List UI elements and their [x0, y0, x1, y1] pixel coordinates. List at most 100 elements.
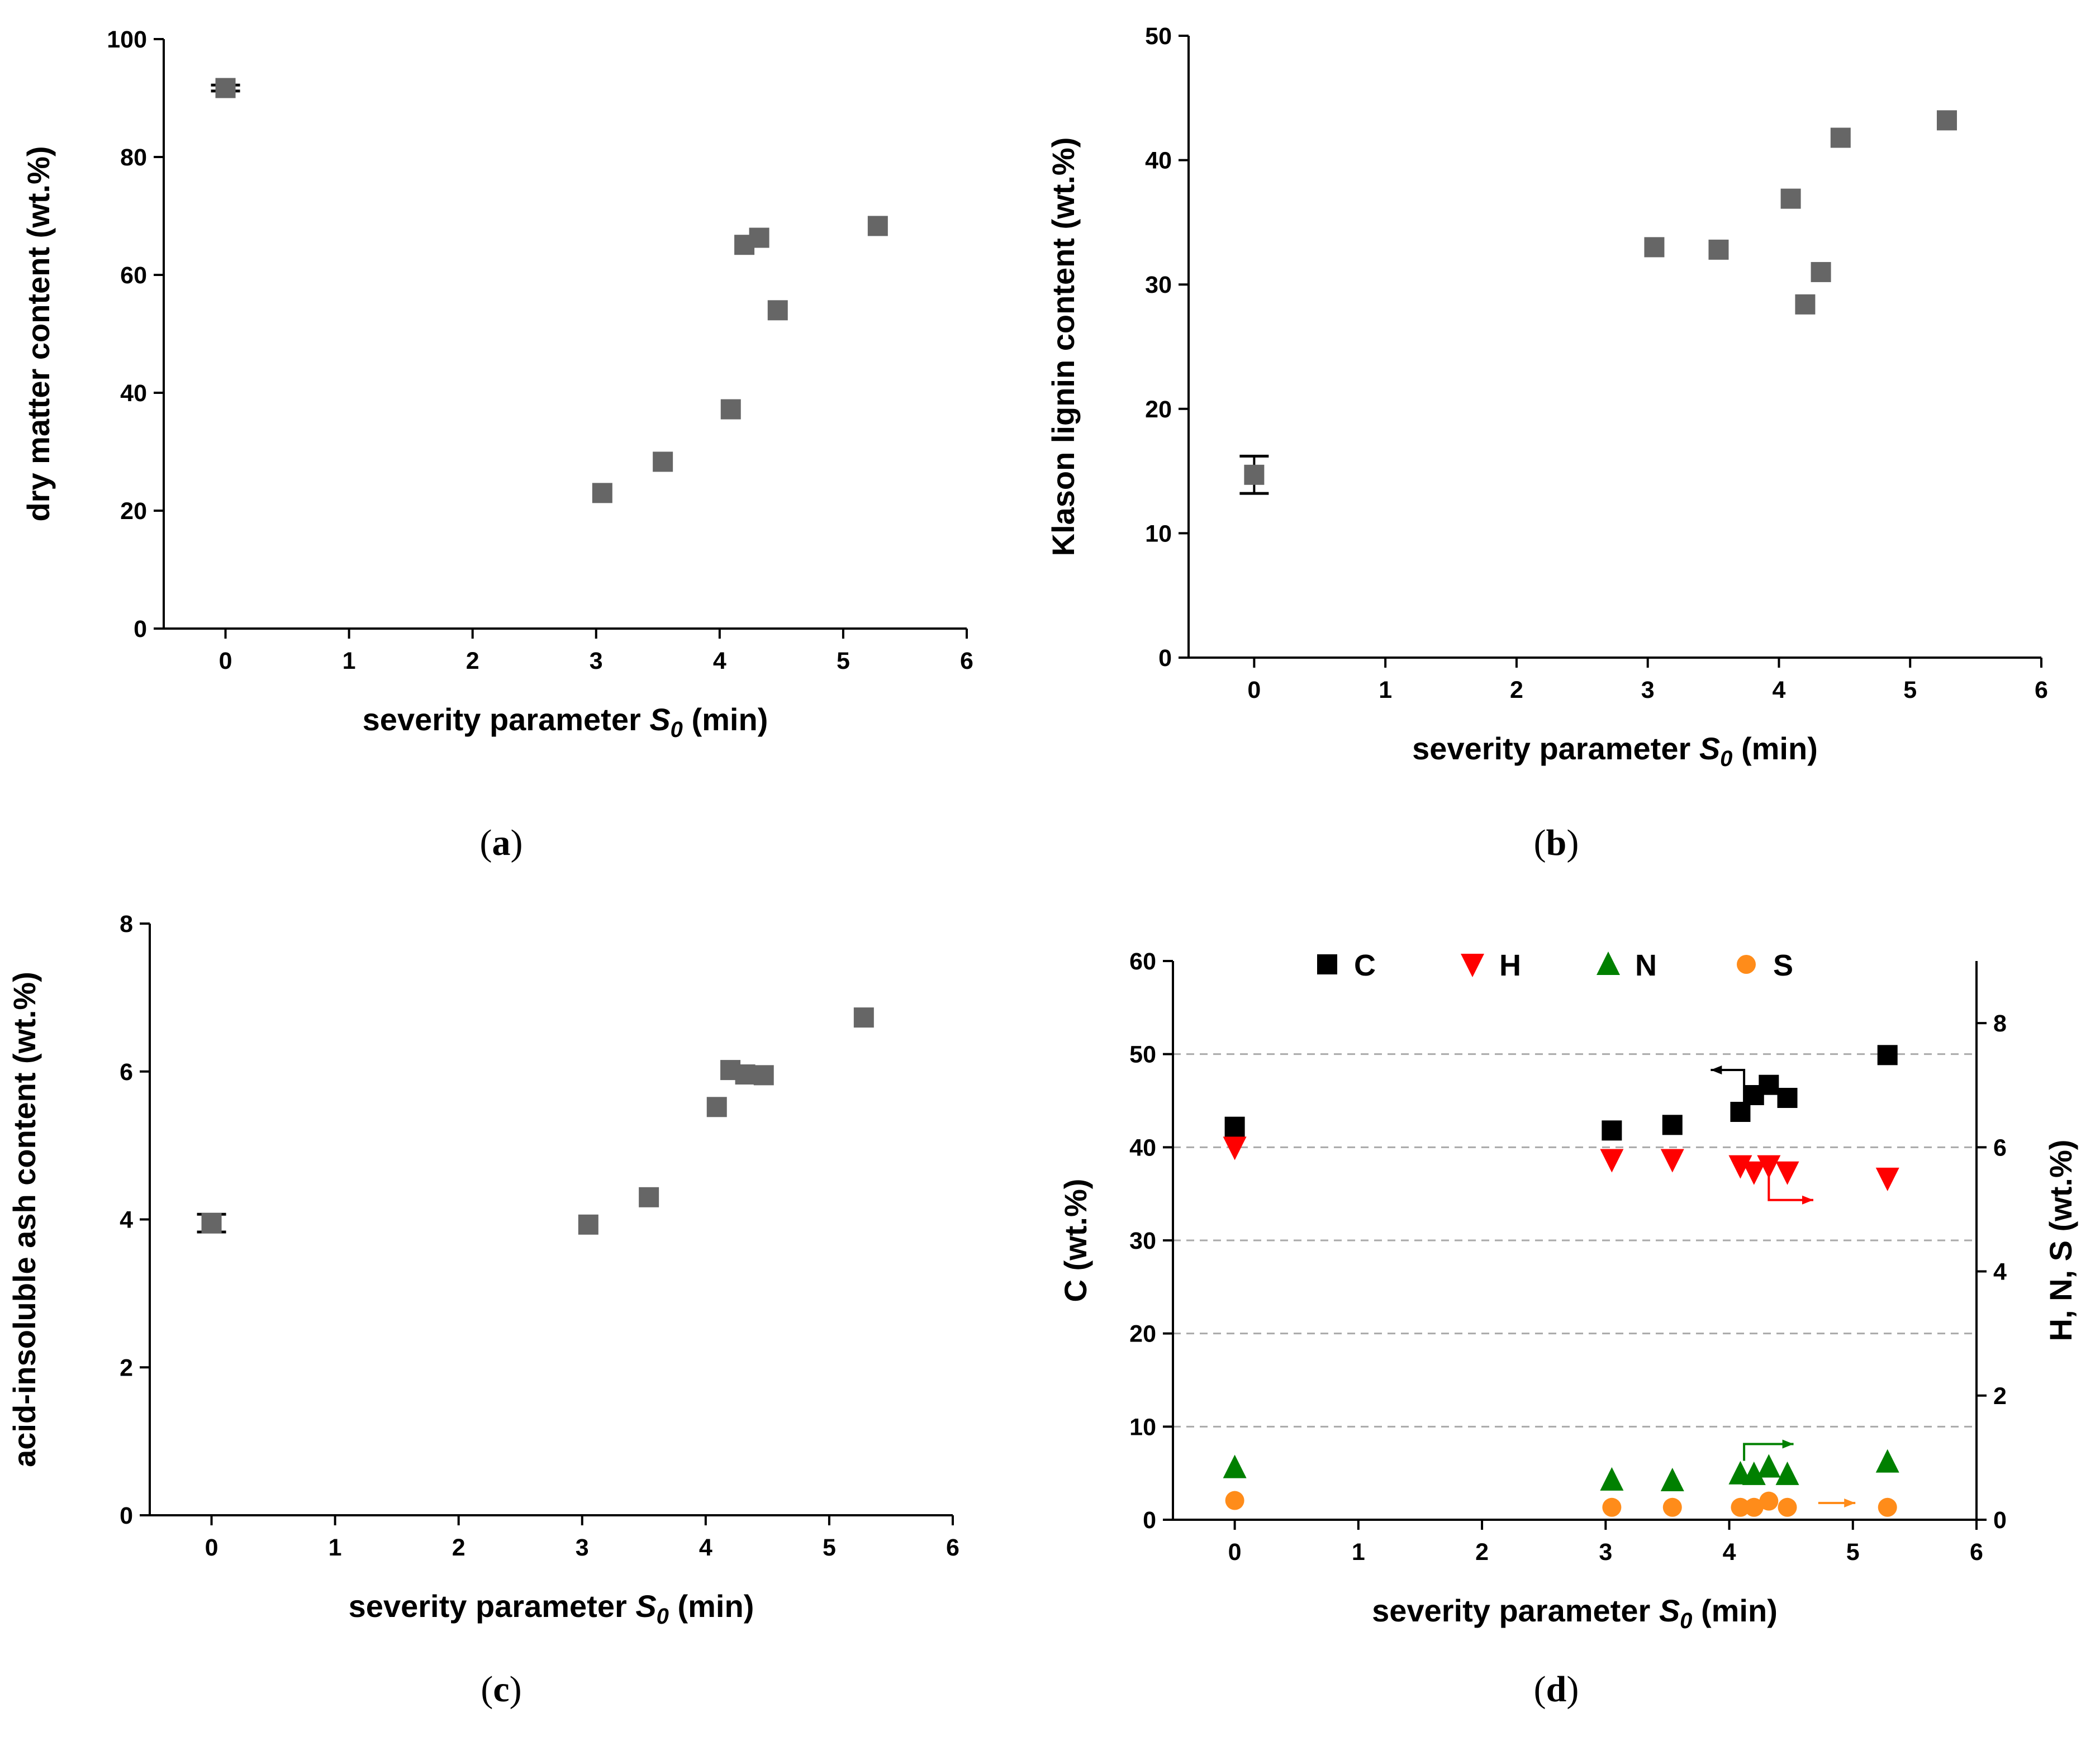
x-axis-title-unit: (min) [683, 702, 768, 737]
panel-label-letter: b [1546, 822, 1567, 863]
panel-label: (c) [481, 1669, 521, 1710]
data-point-point [1708, 239, 1729, 260]
x-tick-label: 5 [837, 648, 850, 674]
data-point-point [592, 483, 612, 503]
panel-label: (d) [1534, 1669, 1579, 1710]
y-tick-label: 4 [120, 1207, 133, 1234]
x-tick-label: 6 [960, 648, 973, 674]
y-tick-label: 80 [120, 144, 147, 171]
data-point-point [653, 451, 673, 472]
x-tick-label: 4 [713, 648, 726, 674]
data-point-S [1731, 1497, 1750, 1517]
y-tick-label: 8 [120, 911, 133, 938]
y-right-tick-label: 8 [1993, 1010, 2007, 1037]
panel-label-close: ) [511, 822, 523, 863]
x-tick-label: 0 [219, 648, 232, 674]
data-point-point [1811, 261, 1831, 282]
data-point-H [1757, 1155, 1781, 1179]
legend-label-C: C [1354, 949, 1376, 982]
y-tick-label: 100 [107, 26, 147, 53]
data-point-point [578, 1214, 598, 1235]
arrow-h-right-axis [1768, 1172, 1813, 1201]
x-tick-label: 1 [1352, 1539, 1365, 1566]
x-axis-title-unit: (min) [669, 1588, 754, 1624]
x-axis-title: severity parameter S0 (min) [1372, 1593, 1778, 1633]
x-tick-label: 0 [1228, 1539, 1242, 1566]
panel-label-close: ) [1566, 1669, 1579, 1710]
x-tick-label: 6 [946, 1534, 959, 1561]
legend-label-H: H [1499, 949, 1521, 982]
x-axis-title: severity parameter S0 (min) [1412, 731, 1818, 771]
data-point-point [706, 1097, 727, 1117]
y-tick-label: 0 [1143, 1507, 1156, 1534]
data-point-point [753, 1065, 774, 1086]
data-point-H [1600, 1149, 1624, 1173]
data-point-H [1660, 1149, 1684, 1173]
data-point-N [1223, 1454, 1247, 1478]
arrow-c-left-axis [1711, 1069, 1746, 1106]
y-axis-title: acid-insoluble ash content (wt.%) [7, 972, 42, 1467]
x-tick-label: 2 [466, 648, 479, 674]
x-axis-title-subscript: 0 [657, 1604, 669, 1629]
data-point-S [1778, 1497, 1797, 1517]
data-point-S [1602, 1497, 1622, 1517]
data-point-H [1775, 1161, 1799, 1185]
data-point-C [1877, 1045, 1898, 1065]
panel-label-close: ) [1566, 822, 1579, 863]
x-axis-title-symbol: S [1699, 731, 1720, 766]
x-axis-title-symbol: S [649, 702, 670, 737]
y-tick-label: 20 [1145, 396, 1172, 423]
y-axis-title: C (wt.%) [1058, 1179, 1093, 1302]
x-tick-label: 1 [1379, 677, 1392, 703]
y-tick-label: 6 [120, 1059, 133, 1086]
data-point-point [1936, 110, 1957, 131]
y-right-tick-label: 4 [1993, 1259, 2007, 1286]
legend-marker-N [1597, 952, 1620, 975]
data-point-N [1742, 1461, 1766, 1485]
data-point-point [1244, 464, 1265, 485]
data-point-point [867, 216, 888, 236]
data-point-point [639, 1187, 659, 1207]
data-point-point [767, 300, 788, 321]
data-point-N [1775, 1461, 1799, 1485]
y-tick-label: 2 [120, 1354, 133, 1381]
data-point-point [1780, 188, 1801, 209]
data-point-point [720, 399, 741, 420]
data-point-H [1223, 1136, 1247, 1160]
x-tick-label: 3 [1641, 677, 1655, 703]
data-point-C [1602, 1120, 1622, 1141]
y-tick-label: 40 [120, 380, 147, 407]
y-tick-label: 0 [1158, 645, 1172, 672]
legend-label-S: S [1773, 949, 1793, 982]
y-tick-label: 0 [134, 616, 147, 643]
y-axis-right-title: H, N, S (wt.%) [2043, 1140, 2078, 1342]
x-tick-label: 5 [1846, 1539, 1860, 1566]
y-tick-label: 50 [1145, 23, 1172, 50]
arrow-n-right-axis [1743, 1443, 1794, 1461]
x-axis-title-symbol: S [1659, 1593, 1680, 1628]
data-point-N [1660, 1468, 1684, 1491]
x-axis-title-unit: (min) [1732, 731, 1817, 766]
x-axis-title-subscript: 0 [671, 717, 683, 742]
data-point-point [853, 1007, 874, 1028]
x-tick-label: 6 [2035, 677, 2048, 703]
panel-label: (a) [480, 822, 523, 863]
x-axis-title-text: severity parameter [349, 1588, 636, 1624]
x-axis-title-subscript: 0 [1680, 1609, 1692, 1633]
data-point-point [1830, 127, 1851, 148]
data-point-S [1878, 1497, 1897, 1517]
x-axis-title: severity parameter S0 (min) [349, 1588, 754, 1629]
axis-pointer-arrows [1711, 1065, 1856, 1507]
x-axis-title-subscript: 0 [1720, 746, 1732, 771]
panel-label-close: ) [510, 1669, 522, 1710]
x-tick-label: 1 [343, 648, 356, 674]
y-tick-label: 20 [120, 498, 147, 525]
y-axis-title: dry matter content (wt.%) [21, 146, 56, 521]
x-tick-label: 5 [823, 1534, 836, 1561]
panel-label-open: ( [480, 822, 492, 863]
data-point-H [1728, 1155, 1752, 1179]
y-tick-label: 10 [1145, 520, 1172, 547]
